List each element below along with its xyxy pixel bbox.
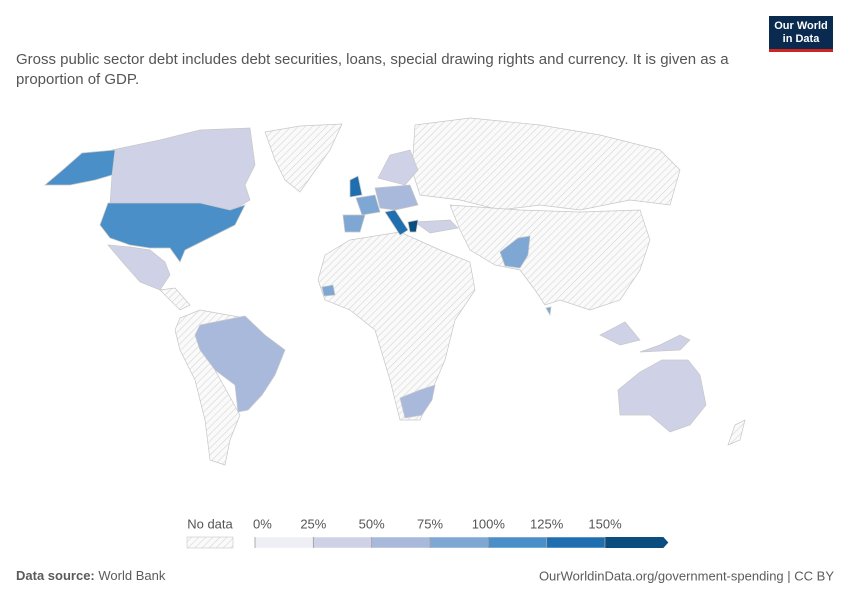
legend-bin[interactable] [488,536,547,549]
legend-bin[interactable] [429,536,489,549]
subtitle: Gross public sector debt includes debt s… [16,51,729,88]
footer-url: OurWorldinData.org/government-spending |… [539,568,834,583]
logo[interactable]: Our World in Data [769,16,833,52]
australia[interactable] [617,359,707,433]
legend-tick-label: 25% [300,516,326,531]
turkey[interactable] [414,219,459,234]
central-america[interactable] [159,287,191,311]
source-label: Data source: [16,568,95,583]
france[interactable] [355,194,381,216]
greece[interactable] [407,219,419,233]
indonesia[interactable] [599,321,691,353]
brazil[interactable] [194,315,286,413]
alaska[interactable] [44,149,116,186]
asia[interactable] [449,204,651,311]
legend: No data 0% 25% 50% 75% 100% 125% 150% [186,516,669,549]
legend-tick-label: 50% [359,516,385,531]
united-kingdom[interactable] [349,175,363,198]
source-name: World Bank [98,568,165,583]
pakistan[interactable] [499,235,531,269]
legend-tick-label: 150% [588,516,622,531]
legend-tick-label: 75% [417,516,443,531]
sri-lanka[interactable] [545,306,552,317]
legend-tick-label: 125% [530,516,564,531]
scandinavia[interactable] [377,149,419,186]
legend-no-data-swatch[interactable] [186,536,234,549]
spain[interactable] [342,214,366,233]
legend-bin[interactable] [546,536,606,549]
mexico[interactable] [107,244,171,291]
legend-bin[interactable] [254,536,314,549]
logo-line: Our World [774,20,828,32]
canada[interactable] [109,127,256,213]
legend-bin[interactable] [605,537,669,548]
russia[interactable] [411,117,681,211]
south-africa[interactable] [399,384,436,419]
countries [44,117,746,466]
legend-no-data-label: No data [187,516,233,531]
italy[interactable] [384,209,409,236]
legend-bin[interactable] [313,536,372,549]
central-europe[interactable] [374,184,419,211]
legend-tick-label: 100% [472,516,506,531]
source: Data source: World Bank [16,568,166,583]
united-states[interactable] [99,202,246,263]
greenland[interactable] [264,123,343,193]
logo-line: in Data [782,33,820,45]
senegal[interactable] [321,284,336,297]
legend-tick-label: 0% [253,516,272,531]
africa[interactable] [317,231,476,421]
new-zealand[interactable] [727,419,746,446]
legend-bin[interactable] [371,536,431,549]
